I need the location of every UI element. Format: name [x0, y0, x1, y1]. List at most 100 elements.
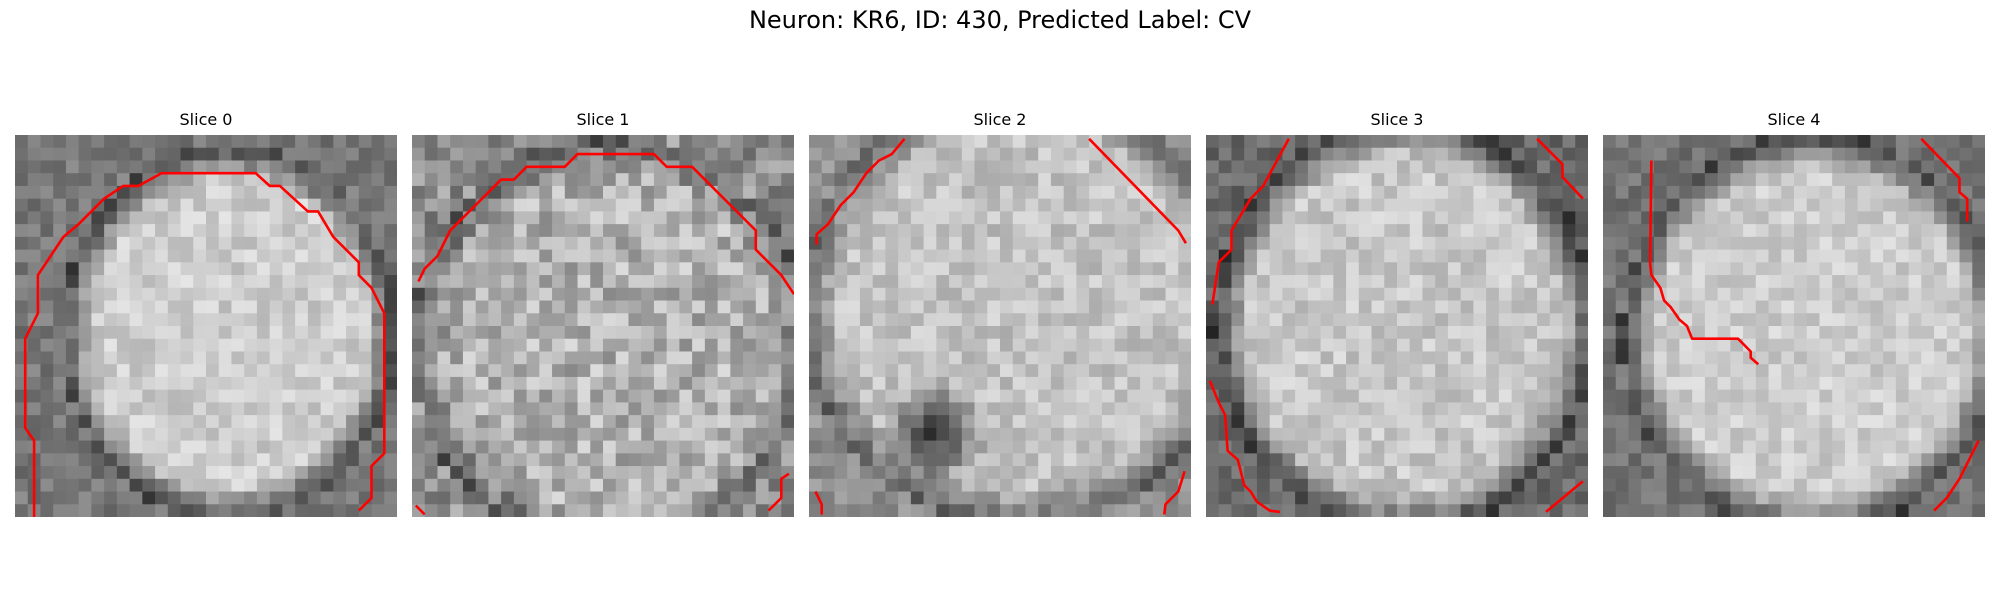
pixel-cell: [859, 249, 874, 263]
pixel-cell: [615, 300, 630, 314]
pixel-cell: [1422, 173, 1436, 187]
pixel-cell: [346, 364, 360, 378]
pixel-cell: [1781, 185, 1795, 200]
pixel-cell: [1152, 262, 1167, 276]
pixel-cell: [1972, 287, 1985, 302]
pixel-cell: [885, 287, 899, 302]
pixel-cell: [1717, 262, 1731, 276]
pixel-cell: [923, 389, 937, 403]
pixel-cell: [872, 402, 886, 416]
pixel-cell: [1603, 313, 1617, 327]
pixel-cell: [15, 300, 29, 314]
pixel-cell: [450, 415, 464, 429]
pixel-cell: [129, 236, 143, 251]
pixel-cell: [1819, 262, 1833, 276]
pixel-cell: [1730, 198, 1744, 212]
pixel-cell: [1679, 147, 1693, 162]
pixel-cell: [1206, 338, 1220, 353]
pixel-cell: [1628, 300, 1642, 314]
pixel-cell: [1320, 198, 1334, 212]
pixel-cell: [1692, 160, 1706, 174]
pixel-cell: [1946, 338, 1961, 353]
pixel-cell: [1050, 287, 1065, 302]
pixel-cell: [859, 287, 874, 302]
pixel-cell: [1575, 376, 1588, 391]
pixel-cell: [513, 427, 528, 442]
pixel-cell: [641, 173, 655, 187]
pixel-cell: [155, 466, 169, 480]
pixel-cell: [1422, 249, 1436, 263]
pixel-cell: [768, 440, 782, 454]
pixel-cell: [15, 453, 29, 467]
pixel-cell: [809, 389, 823, 403]
pixel-cell: [193, 275, 207, 289]
pixel-cell: [231, 326, 245, 340]
pixel-cell: [923, 415, 937, 429]
pixel-cell: [653, 351, 668, 365]
pixel-cell: [155, 211, 169, 225]
pixel-cell: [539, 402, 553, 416]
pixel-cell: [1895, 440, 1910, 454]
pixel-cell: [1384, 376, 1398, 391]
pixel-cell: [539, 364, 553, 378]
pixel-cell: [129, 376, 143, 391]
pixel-cell: [1615, 198, 1630, 212]
pixel-cell: [1435, 376, 1449, 391]
pixel-cell: [1127, 300, 1141, 314]
pixel-cell: [1524, 173, 1538, 187]
pixel-cell: [244, 236, 258, 251]
pixel-cell: [53, 211, 67, 225]
pixel-cell: [679, 440, 693, 454]
pixel-cell: [564, 453, 579, 467]
pixel-cell: [821, 326, 836, 340]
pixel-cell: [1447, 389, 1462, 403]
pixel-cell: [488, 402, 502, 416]
pixel-cell: [910, 236, 925, 251]
pixel-cell: [743, 427, 757, 442]
pixel-cell: [180, 262, 194, 276]
pixel-cell: [53, 135, 67, 149]
pixel-cell: [1346, 147, 1360, 162]
pixel-cell: [91, 224, 105, 238]
pixel-cell: [1256, 262, 1271, 276]
pixel-cell: [333, 351, 347, 365]
pixel-cell: [1473, 453, 1487, 467]
pixel-cell: [1895, 135, 1910, 149]
pixel-cell: [1679, 389, 1693, 403]
pixel-cell: [269, 160, 283, 174]
pixel-cell: [424, 440, 439, 454]
segmentation-contour: [1536, 137, 1584, 200]
pixel-cell: [1307, 389, 1322, 403]
pixel-cell: [590, 478, 604, 493]
pixel-cell: [1231, 427, 1245, 442]
pixel-cell: [1717, 376, 1731, 391]
pixel-cell: [1704, 198, 1719, 212]
pixel-cell: [1575, 249, 1588, 263]
pixel-cell: [859, 453, 874, 467]
pixel-cell: [949, 198, 963, 212]
pixel-cell: [104, 173, 118, 187]
pixel-cell: [1384, 338, 1398, 353]
pixel-cell: [526, 313, 540, 327]
pixel-cell: [1692, 198, 1706, 212]
pixel-cell: [961, 453, 976, 467]
pixel-cell: [218, 287, 233, 302]
pixel-cell: [1679, 338, 1693, 353]
pixel-cell: [653, 224, 668, 238]
pixel-cell: [333, 287, 347, 302]
pixel-cell: [65, 491, 80, 505]
pixel-cell: [65, 185, 80, 200]
pixel-cell: [885, 415, 899, 429]
pixel-cell: [872, 249, 886, 263]
pixel-cell: [1114, 440, 1128, 454]
pixel-cell: [1666, 160, 1680, 174]
pixel-cell: [1127, 198, 1141, 212]
pixel-cell: [1358, 173, 1373, 187]
pixel-cell: [834, 427, 848, 442]
pixel-cell: [167, 453, 182, 467]
pixel-cell: [1679, 198, 1693, 212]
pixel-cell: [1384, 198, 1398, 212]
pixel-cell: [307, 160, 322, 174]
pixel-cell: [1269, 262, 1283, 276]
pixel-cell: [333, 313, 347, 327]
